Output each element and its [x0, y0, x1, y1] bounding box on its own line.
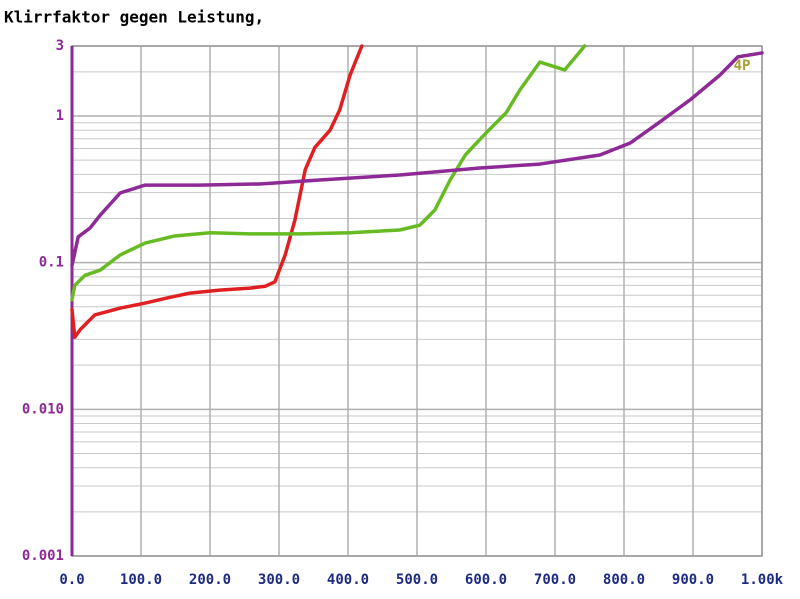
x-tick-label: 1.00k	[741, 572, 784, 588]
x-tick-label: 400.0	[327, 572, 369, 588]
x-tick-label: 800.0	[603, 572, 645, 588]
x-tick-label: 300.0	[258, 572, 300, 588]
x-tick-label: 700.0	[534, 572, 576, 588]
watermark: 4P	[734, 58, 751, 74]
series-line	[70, 51, 764, 268]
y-tick-label: 0.1	[39, 255, 64, 271]
series-line	[70, 44, 587, 302]
y-tick-label: 0.010	[22, 401, 64, 417]
y-tick-label: 1	[56, 108, 64, 124]
series-line	[70, 44, 364, 340]
y-tick-label: 0.001	[22, 548, 64, 564]
x-tick-label: 200.0	[189, 572, 231, 588]
chart-title: Klirrfaktor gegen Leistung,	[4, 8, 264, 27]
x-tick-label: 500.0	[396, 572, 438, 588]
x-tick-label: 100.0	[120, 572, 162, 588]
y-tick-label: 3	[56, 38, 64, 54]
x-tick-label: 600.0	[465, 572, 507, 588]
x-tick-label: 0.0	[59, 572, 84, 588]
x-tick-label: 900.0	[672, 572, 714, 588]
